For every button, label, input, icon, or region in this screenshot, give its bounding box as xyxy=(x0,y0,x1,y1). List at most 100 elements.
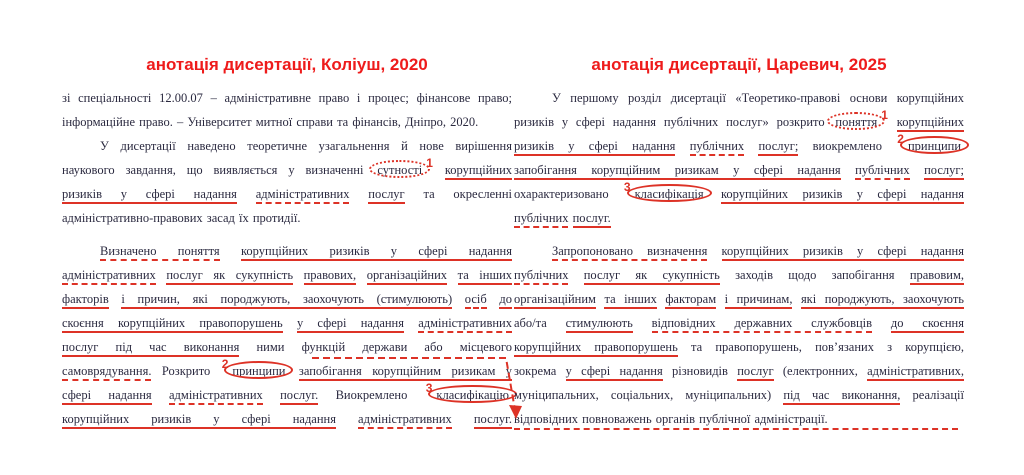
text-segment: адміністративних xyxy=(62,268,156,285)
text-segment: адміністративно-правових засад їх протид… xyxy=(62,211,301,225)
text-segment: відповідних державних службовців xyxy=(651,316,873,333)
text-segment: у сфері надання xyxy=(565,364,663,381)
annotation-number: 2 xyxy=(221,357,229,371)
annotation-number: 1 xyxy=(881,108,888,122)
text-line: ризиків у сфері надання публічних послуг… xyxy=(514,132,964,158)
text-segment: до xyxy=(499,292,513,309)
text-segment: адміністративних, xyxy=(867,364,965,381)
text-segment: осіб xyxy=(464,292,487,309)
text-segment: адміністративних xyxy=(169,388,263,405)
text-segment: послуг xyxy=(737,364,774,381)
text-line: сфері надання адміністративних послуг. В… xyxy=(62,381,512,407)
text-line: Визначено поняття корупційних ризиків у … xyxy=(62,239,512,263)
text-line: запобігання корупційним ризикам у сфері … xyxy=(514,158,964,182)
text-segment: правових, xyxy=(303,268,357,285)
text-line: У дисертації наведено теоретичне узагаль… xyxy=(62,134,512,158)
text-segment: корупційних правопорушень xyxy=(514,340,678,357)
text-segment: ризиків у сфері надання публічних послуг… xyxy=(514,115,825,129)
text-segment: корупційних ризиків у сфері надання xyxy=(62,412,336,429)
text-segment: публічних xyxy=(514,211,569,228)
text-segment: охарактеризовано xyxy=(514,187,609,201)
text-segment: послуг; xyxy=(924,163,964,180)
text-line: публічних послуг. xyxy=(514,206,964,230)
text-line: інформаційне право. – Університет митної… xyxy=(62,110,512,134)
text-segment: Розкрито xyxy=(161,364,211,378)
text-line: публічних послуг як сукупність заходів щ… xyxy=(514,263,964,287)
text-segment: корупційних xyxy=(896,115,964,132)
text-segment: організаційним xyxy=(514,292,596,309)
circled-term: класифікацію xyxy=(433,388,512,402)
annotation-text-right: У першому розділ дисертації «Теоретико-п… xyxy=(514,86,965,431)
text-segment: факторам xyxy=(665,292,717,309)
text-line: наукового завдання, що виявляється у виз… xyxy=(62,156,513,182)
circled-term: класифікація xyxy=(632,187,707,201)
text-line: корупційних правопорушень та правопоруше… xyxy=(514,335,964,359)
text-segment: самоврядування. xyxy=(62,364,152,381)
text-line: У першому розділ дисертації «Теоретико-п… xyxy=(514,86,964,110)
text-segment: виокремлено xyxy=(812,139,882,153)
text-line: послуг під час виконання ними функцій де… xyxy=(62,335,512,359)
text-line: зокрема у сфері надання різновидів послу… xyxy=(514,359,965,383)
text-segment: (електронних, xyxy=(782,364,858,378)
text-segment: корупційних ризиків у сфері надання xyxy=(240,244,512,261)
text-segment: запобігання корупційним ризикам у xyxy=(298,364,513,381)
text-line: ризиків у сфері надання публічних послуг… xyxy=(514,108,964,134)
text-segment: корупційних ризиків у сфері надання xyxy=(721,244,964,261)
text-segment: корупційних ризиків у сфері надання xyxy=(720,187,965,204)
text-segment: наукового завдання, що виявляється у виз… xyxy=(62,163,364,177)
text-line: Запропоновано визначення корупційних риз… xyxy=(514,239,964,263)
annotation-number: 2 xyxy=(897,132,904,146)
text-segment: інформаційне право. – Університет митної… xyxy=(62,115,479,129)
text-segment: скоєння корупційних правопорушень xyxy=(62,316,283,333)
text-segment: публічних xyxy=(855,163,910,180)
text-segment: Виокремлено xyxy=(335,388,408,402)
text-line: адміністративно-правових засад їх протид… xyxy=(62,206,512,230)
text-segment: послуг як сукупність xyxy=(166,268,294,285)
text-line: організаційним та інших факторам і причи… xyxy=(514,287,964,311)
text-segment: та інших xyxy=(457,268,513,285)
annotation-text-left: зі спеціальності 12.00.07 – адміністрати… xyxy=(62,86,513,431)
circled-term: принципи xyxy=(905,139,964,153)
text-segment: і причинам, xyxy=(724,292,793,309)
text-segment: послуг. xyxy=(572,211,611,228)
column-title-left: анотація дисертації, Коліуш, 2020 xyxy=(146,55,428,74)
text-segment: факторів xyxy=(62,292,109,309)
text-segment: Визначено поняття xyxy=(100,244,220,261)
text-segment: адміністративних xyxy=(358,412,452,429)
text-segment: відповідних повноважень органів публічно… xyxy=(514,412,828,426)
text-segment: стимулюють xyxy=(565,316,633,333)
text-segment: сфері надання xyxy=(62,388,152,405)
text-segment: зокрема xyxy=(514,364,557,378)
text-line: охарактеризовано 3 класифікація корупційн… xyxy=(514,180,965,206)
text-segment: які породжують, заохочують xyxy=(800,292,964,309)
text-segment: муніципальних, соціальних, муніципальних… xyxy=(514,388,772,402)
text-segment: організаційних xyxy=(366,268,448,285)
text-line: зі спеціальності 12.00.07 – адміністрати… xyxy=(62,86,512,110)
text-segment: під час виконання, xyxy=(783,388,901,405)
text-segment: ризиків у сфері надання xyxy=(62,187,237,204)
text-segment: адміністративних xyxy=(255,187,350,204)
text-segment: та інших xyxy=(604,292,657,309)
text-segment: послуг під час виконання xyxy=(62,340,240,357)
text-segment: та окресленні xyxy=(423,187,513,201)
text-line: або/та стимулюють відповідних державних … xyxy=(514,311,964,335)
text-segment: та правопорушень, пов’язаних з корупцією… xyxy=(691,340,964,354)
text-segment: послуг; xyxy=(758,139,799,156)
text-segment: до скоєння xyxy=(890,316,964,333)
text-segment: Запропоновано визначення xyxy=(552,244,708,261)
text-segment: корупційних xyxy=(444,163,513,180)
annotation-number: 3 xyxy=(425,381,433,395)
circled-term: принципи xyxy=(229,364,288,378)
text-segment: різновидів xyxy=(672,364,728,378)
text-segment: послуг як сукупність xyxy=(583,268,720,285)
text-segment: ризиків у сфері надання xyxy=(514,139,676,156)
text-segment: послуг. xyxy=(473,412,512,429)
text-segment: зі спеціальності 12.00.07 – адміністрати… xyxy=(62,91,512,105)
text-line: скоєння корупційних правопорушень у сфер… xyxy=(62,311,512,335)
text-segment: запобігання корупційним ризикам у сфері … xyxy=(514,163,841,180)
text-segment: у сфері надання xyxy=(296,316,404,333)
annotation-number: 3 xyxy=(623,180,631,194)
text-segment: правовим, xyxy=(909,268,964,285)
text-line: ризиків у сфері надання адміністративних… xyxy=(62,182,512,206)
